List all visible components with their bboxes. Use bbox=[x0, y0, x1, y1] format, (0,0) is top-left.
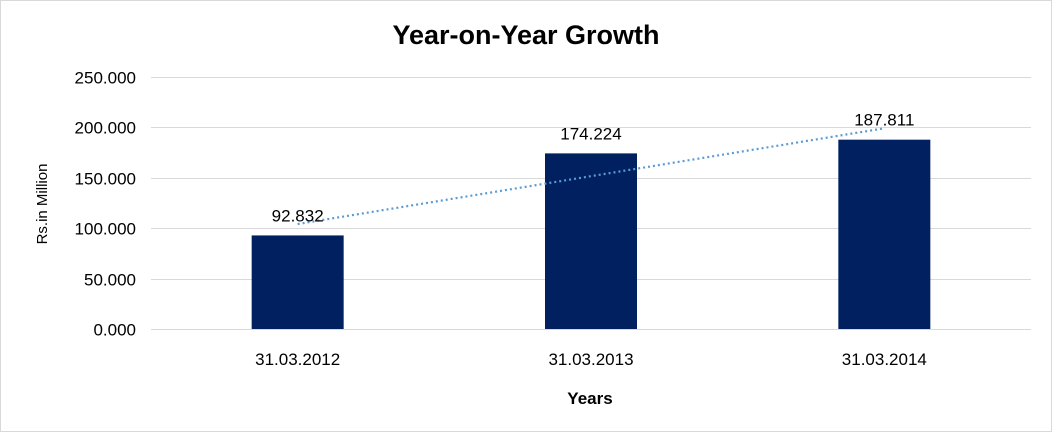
y-tick-label: 250.000 bbox=[75, 69, 136, 88]
x-tick-label: 31.03.2013 bbox=[548, 350, 633, 369]
data-label: 187.811 bbox=[854, 111, 914, 130]
trendline-line bbox=[297, 127, 885, 226]
x-axis-ticks: 31.03.2012 31.03.2013 31.03.2014 bbox=[255, 350, 927, 369]
y-axis-ticks: 0.000 50.000 100.000 150.000 200.000 250.000 bbox=[75, 69, 136, 340]
x-axis-label: Years bbox=[567, 389, 612, 408]
trendline bbox=[297, 127, 885, 226]
bars bbox=[251, 139, 931, 329]
data-label: 92.832 bbox=[272, 206, 324, 225]
bar bbox=[545, 153, 637, 329]
y-tick-label: 0.000 bbox=[93, 321, 136, 340]
y-tick-label: 150.000 bbox=[75, 170, 136, 189]
data-label: 174.224 bbox=[560, 124, 621, 143]
bar bbox=[838, 139, 931, 329]
y-tick-label: 100.000 bbox=[75, 220, 136, 239]
y-axis-label: Rs.in Million bbox=[34, 164, 51, 245]
y-tick-label: 50.000 bbox=[84, 271, 136, 290]
x-tick-label: 31.03.2014 bbox=[842, 350, 927, 369]
bar bbox=[251, 235, 344, 329]
y-tick-label: 200.000 bbox=[75, 119, 136, 138]
data-labels: 92.832 174.224 187.811 bbox=[272, 111, 915, 226]
chart-title: Year-on-Year Growth bbox=[392, 20, 659, 50]
x-tick-label: 31.03.2012 bbox=[255, 350, 340, 369]
